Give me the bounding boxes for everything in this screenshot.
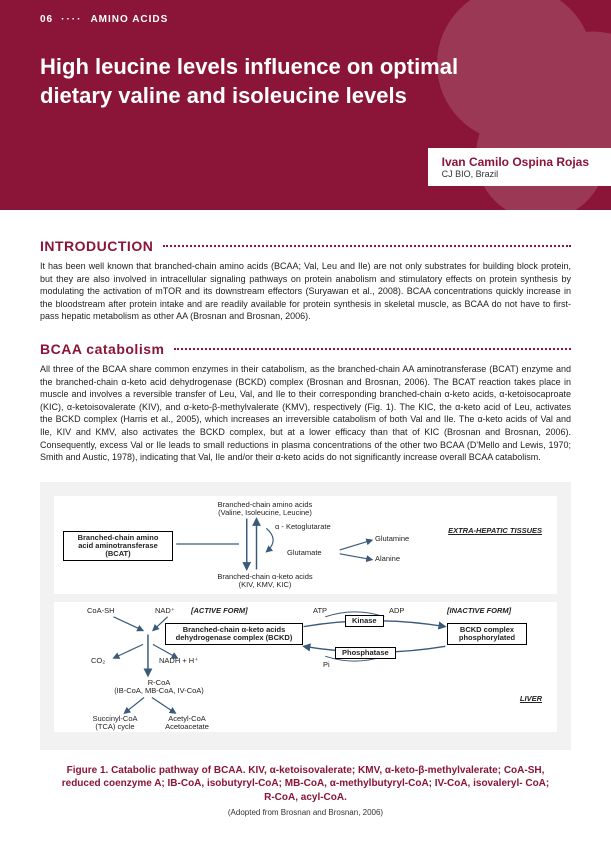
co2-label: CO₂ bbox=[91, 657, 105, 665]
kinase-box: Kinase bbox=[345, 615, 384, 627]
bcaa-label: Branched-chain amino acids(Valine, Isole… bbox=[195, 501, 335, 517]
keto-acids-label: Branched-chain α-keto acids(KIV, KMV, KI… bbox=[195, 573, 335, 589]
content-area: INTRODUCTION It has been well known that… bbox=[0, 210, 611, 837]
dotted-rule bbox=[174, 348, 571, 350]
header-dots: ···· bbox=[61, 14, 82, 25]
glutamine-label: Glutamine bbox=[375, 535, 409, 543]
inactive-form-label: [INACTIVE FORM] bbox=[447, 607, 511, 615]
nad-label: NAD⁺ bbox=[155, 607, 175, 615]
catabolism-heading: BCAA catabolism bbox=[40, 341, 164, 357]
succinyl-label: Succinyl-CoA(TCA) cycle bbox=[85, 715, 145, 731]
author-box: Ivan Camilo Ospina Rojas CJ BIO, Brazil bbox=[428, 148, 611, 186]
page-number: 06 bbox=[40, 14, 53, 25]
coash-label: CoA-SH bbox=[87, 607, 115, 615]
intro-body: It has been well known that branched-cha… bbox=[40, 260, 571, 323]
pi-label: Pi bbox=[323, 661, 330, 669]
active-form-label: [ACTIVE FORM] bbox=[191, 607, 248, 615]
intro-heading-row: INTRODUCTION bbox=[40, 238, 571, 254]
glutamate-label: Glutamate bbox=[287, 549, 322, 557]
alanine-label: Alanine bbox=[375, 555, 400, 563]
figure-panel-2: CoA-SH NAD⁺ [ACTIVE FORM] CO₂ NADH + H⁺ … bbox=[54, 602, 557, 732]
author-affiliation: CJ BIO, Brazil bbox=[442, 169, 589, 179]
author-name: Ivan Camilo Ospina Rojas bbox=[442, 155, 589, 169]
figure-source: (Adopted from Brosnan and Brosnan, 2006) bbox=[40, 808, 571, 817]
figure-panel-1: Branched-chain aminoacid aminotransferas… bbox=[54, 496, 557, 594]
bcat-box: Branched-chain aminoacid aminotransferas… bbox=[63, 531, 173, 562]
atp-label: ATP bbox=[313, 607, 327, 615]
bckd-box: Branched-chain α-keto acidsdehydrogenase… bbox=[165, 623, 303, 646]
bckd-phos-box: BCKD complexphosphorylated bbox=[447, 623, 527, 646]
intro-heading: INTRODUCTION bbox=[40, 238, 153, 254]
article-title: High leucine levels influence on optimal… bbox=[40, 53, 460, 110]
alpha-kg-label: α - Ketoglutarate bbox=[275, 523, 331, 531]
rcoa-label: R-CoA(IB-CoA, MB-CoA, IV-CoA) bbox=[99, 679, 219, 695]
dotted-rule bbox=[163, 245, 571, 247]
liver-label: LIVER bbox=[520, 695, 542, 703]
catabolism-heading-row: BCAA catabolism bbox=[40, 341, 571, 357]
phosphatase-box: Phosphatase bbox=[335, 647, 396, 659]
extra-hepatic-label: EXTRA-HEPATIC TISSUES bbox=[448, 527, 542, 535]
adp-label: ADP bbox=[389, 607, 404, 615]
category-label: AMINO ACIDS bbox=[90, 14, 168, 25]
figure-container: Branched-chain aminoacid aminotransferas… bbox=[40, 482, 571, 750]
page-header: 06 ···· AMINO ACIDS High leucine levels … bbox=[0, 0, 611, 210]
nadh-label: NADH + H⁺ bbox=[159, 657, 198, 665]
figure-caption: Figure 1. Catabolic pathway of BCAA. KIV… bbox=[40, 760, 571, 807]
catabolism-body: All three of the BCAA share common enzym… bbox=[40, 363, 571, 464]
acetyl-label: Acetyl-CoAAcetoacetate bbox=[155, 715, 219, 731]
